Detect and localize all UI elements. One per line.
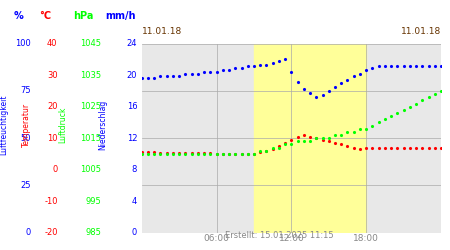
Text: 40: 40 [47,39,58,48]
Text: 50: 50 [20,134,31,142]
Text: -10: -10 [44,196,58,205]
Text: 24: 24 [127,39,137,48]
Text: -20: -20 [44,228,58,237]
Text: 1035: 1035 [80,71,101,80]
Text: 16: 16 [126,102,137,111]
Text: 4: 4 [132,196,137,205]
Text: 100: 100 [15,39,31,48]
Text: 12: 12 [127,134,137,142]
Text: Niederschlag: Niederschlag [98,100,107,150]
Text: Luftfeuchtigkeit: Luftfeuchtigkeit [0,95,8,155]
Text: %: % [13,11,23,21]
Text: 1025: 1025 [80,102,101,111]
Text: 20: 20 [127,71,137,80]
Text: 1005: 1005 [80,165,101,174]
Text: 0: 0 [52,165,58,174]
Text: °C: °C [39,11,51,21]
Bar [254,44,366,233]
Text: Luftdruck: Luftdruck [58,107,68,143]
Text: hPa: hPa [73,11,94,21]
Text: 10: 10 [47,134,58,142]
Text: 1015: 1015 [80,134,101,142]
Text: 0: 0 [25,228,31,237]
Text: 11.01.18: 11.01.18 [401,27,441,36]
Text: 8: 8 [132,165,137,174]
Text: 11.01.18: 11.01.18 [142,27,182,36]
Text: 30: 30 [47,71,58,80]
Text: Temperatur: Temperatur [22,103,31,147]
Text: 985: 985 [86,228,101,237]
Text: 0: 0 [132,228,137,237]
Text: 20: 20 [47,102,58,111]
Text: 1045: 1045 [80,39,101,48]
Text: 75: 75 [20,86,31,96]
Text: Erstellt: 15.01.2025 11:15: Erstellt: 15.01.2025 11:15 [225,231,333,240]
Text: mm/h: mm/h [105,11,136,21]
Text: 995: 995 [86,196,101,205]
Text: 25: 25 [20,181,31,190]
